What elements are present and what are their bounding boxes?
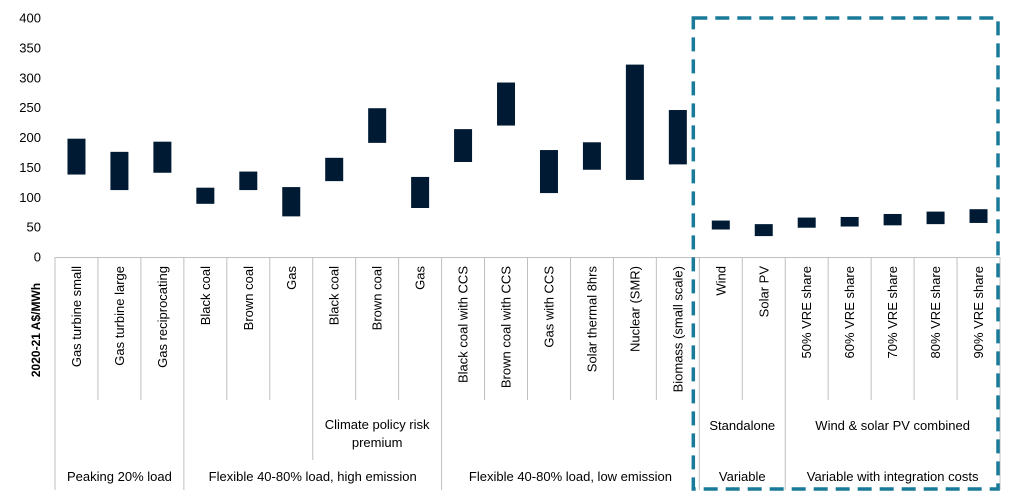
range-bar xyxy=(282,187,301,217)
category-label: Gas reciprocating xyxy=(155,266,170,368)
group-label: Flexible 40-80% load, high emission xyxy=(209,469,417,484)
category-label: Solar PV xyxy=(756,266,771,318)
range-bar xyxy=(539,150,558,194)
bars xyxy=(67,64,988,237)
range-bar xyxy=(325,157,344,182)
category-label: Brown coal with CCS xyxy=(499,266,514,388)
category-label: Gas xyxy=(413,266,428,290)
range-bar xyxy=(711,220,730,230)
category-label: 90% VRE share xyxy=(971,266,986,359)
category-label: 80% VRE share xyxy=(928,266,943,359)
range-bar xyxy=(840,216,859,227)
category-label: Wind xyxy=(713,266,728,296)
y-tick-label: 200 xyxy=(19,130,41,145)
group-label: Variable xyxy=(719,469,766,484)
category-label: Nuclear (SMR) xyxy=(627,266,642,352)
range-bar xyxy=(754,224,773,237)
range-bar xyxy=(797,217,816,228)
subgroup-label: Climate policy risk xyxy=(325,417,430,432)
category-label: Solar thermal 8hrs xyxy=(584,266,599,373)
group-label: Flexible 40-80% load, low emission xyxy=(469,469,672,484)
range-bar xyxy=(411,176,430,209)
category-label: Gas xyxy=(284,266,299,290)
group-labels: Peaking 20% load Flexible 40-80% load, hi… xyxy=(67,469,979,484)
range-bar xyxy=(625,64,644,180)
category-labels: Gas turbine small Gas turbine large Gas re… xyxy=(69,266,986,393)
y-axis: 0 50 100 150 200 250 300 350 400 xyxy=(19,11,41,265)
highlight-dashed-box xyxy=(691,16,1000,491)
y-tick-label: 100 xyxy=(19,190,41,205)
x-axis xyxy=(54,257,1001,490)
subgroup-labels: Climate policy risk premium Standalone Wind… xyxy=(325,417,970,450)
category-label: Brown coal xyxy=(370,266,385,330)
range-bar xyxy=(153,141,172,173)
category-label: Black coal xyxy=(198,266,213,325)
y-axis-label: 2020-21 A$/MWh xyxy=(29,283,43,377)
y-tick-label: 250 xyxy=(19,100,41,115)
category-label: 60% VRE share xyxy=(842,266,857,359)
range-bar xyxy=(454,129,473,162)
y-tick-label: 0 xyxy=(34,250,41,265)
y-tick-label: 350 xyxy=(19,40,41,55)
range-bar xyxy=(883,213,902,226)
category-label: 70% VRE share xyxy=(885,266,900,359)
category-label: Gas turbine small xyxy=(69,266,84,367)
range-bar xyxy=(582,142,601,170)
category-label: Black coal with CCS xyxy=(456,266,471,383)
range-bar xyxy=(368,108,387,143)
y-tick-label: 300 xyxy=(19,70,41,85)
range-bar xyxy=(196,187,215,204)
range-bar xyxy=(668,110,687,165)
subgroup-label: Standalone xyxy=(709,418,775,433)
y-tick-label: 150 xyxy=(19,160,41,175)
category-label: 50% VRE share xyxy=(799,266,814,359)
group-label: Peaking 20% load xyxy=(67,469,172,484)
category-label: Black coal xyxy=(327,266,342,325)
category-label: Biomass (small scale) xyxy=(670,266,685,392)
range-bar xyxy=(926,211,945,225)
category-label: Gas turbine large xyxy=(112,266,127,366)
range-bar xyxy=(110,151,129,191)
subgroup-label: premium xyxy=(352,435,403,450)
subgroup-label: Wind & solar PV combined xyxy=(815,418,970,433)
group-label: Variable with integration costs xyxy=(807,469,979,484)
range-bar xyxy=(969,209,988,223)
range-bar xyxy=(67,138,86,175)
category-label: Brown coal xyxy=(241,266,256,330)
highlight-box xyxy=(691,16,1000,491)
y-tick-label: 50 xyxy=(27,220,41,235)
range-bar xyxy=(239,171,258,191)
y-tick-label: 400 xyxy=(19,11,41,26)
range-bar xyxy=(497,82,516,126)
category-label: Gas with CCS xyxy=(541,266,556,348)
